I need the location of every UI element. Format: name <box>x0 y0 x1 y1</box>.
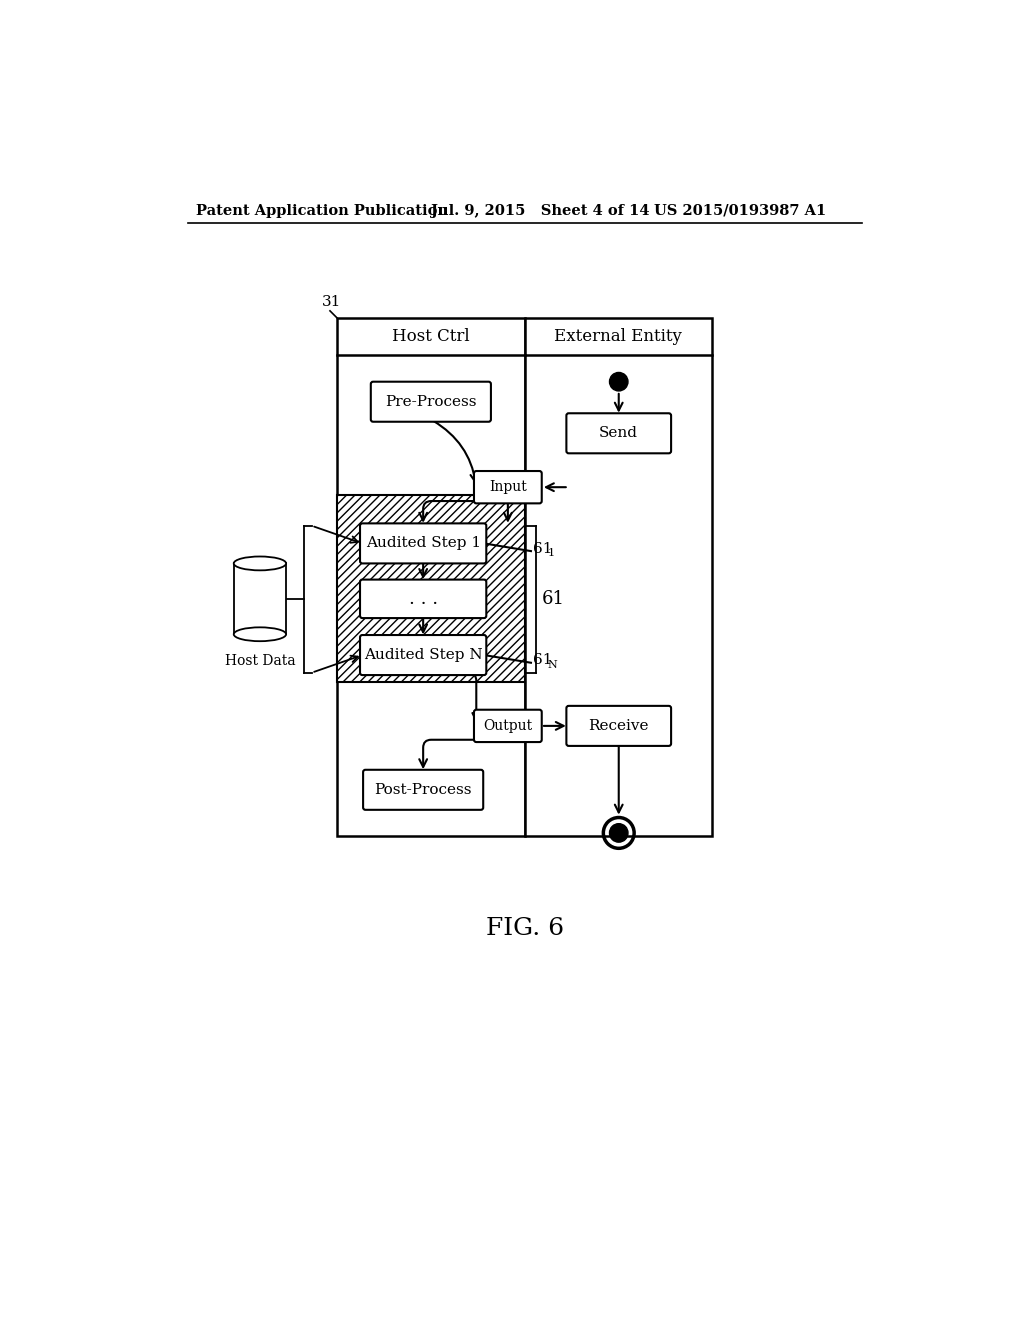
FancyBboxPatch shape <box>566 413 671 453</box>
Text: 31: 31 <box>322 294 341 309</box>
FancyBboxPatch shape <box>360 635 486 675</box>
Text: Input: Input <box>489 480 526 494</box>
FancyBboxPatch shape <box>474 710 542 742</box>
Bar <box>337 495 524 682</box>
Text: 1: 1 <box>548 548 555 558</box>
Text: Receive: Receive <box>589 719 649 733</box>
Ellipse shape <box>233 557 286 570</box>
Text: FIG. 6: FIG. 6 <box>485 917 564 940</box>
Circle shape <box>609 372 628 391</box>
Text: Host Ctrl: Host Ctrl <box>392 327 470 345</box>
Bar <box>233 564 286 635</box>
FancyBboxPatch shape <box>360 579 486 618</box>
Text: Pre-Process: Pre-Process <box>385 395 476 409</box>
FancyBboxPatch shape <box>474 471 542 503</box>
Text: 61: 61 <box>532 653 552 668</box>
Text: US 2015/0193987 A1: US 2015/0193987 A1 <box>654 203 826 218</box>
Text: Jul. 9, 2015   Sheet 4 of 14: Jul. 9, 2015 Sheet 4 of 14 <box>431 203 649 218</box>
Text: Send: Send <box>599 426 638 441</box>
FancyBboxPatch shape <box>371 381 490 422</box>
Text: Audited Step N: Audited Step N <box>364 648 482 663</box>
FancyBboxPatch shape <box>360 524 486 564</box>
Text: Post-Process: Post-Process <box>375 783 472 797</box>
Text: External Entity: External Entity <box>554 327 682 345</box>
Text: 61: 61 <box>532 541 552 556</box>
Text: Output: Output <box>483 719 532 733</box>
Text: N: N <box>548 660 558 671</box>
Text: Host Data: Host Data <box>224 653 295 668</box>
Text: 61: 61 <box>542 590 565 607</box>
Bar <box>337 318 524 836</box>
FancyBboxPatch shape <box>364 770 483 810</box>
Text: Audited Step 1: Audited Step 1 <box>366 536 480 550</box>
Text: . . .: . . . <box>409 590 437 607</box>
Bar <box>524 318 712 836</box>
Circle shape <box>609 824 628 842</box>
FancyBboxPatch shape <box>566 706 671 746</box>
Text: Patent Application Publication: Patent Application Publication <box>196 203 449 218</box>
Ellipse shape <box>233 627 286 642</box>
